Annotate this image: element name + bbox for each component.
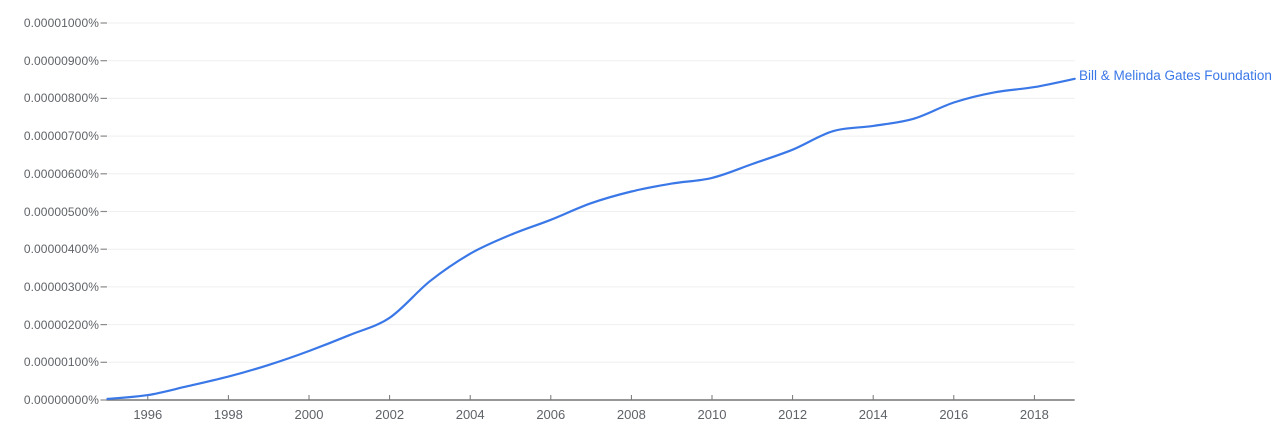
- series-lines: [106, 77, 1076, 400]
- x-axis-tick-label: 1998: [213, 407, 243, 422]
- x-axis-tick-label: 2006: [536, 407, 566, 422]
- x-axis-tick-label: 1996: [133, 407, 163, 422]
- x-axis-tick-label: 2008: [616, 407, 646, 422]
- y-axis-tick-label: 0.00000200%: [23, 317, 99, 332]
- x-axis-tick-label: 2010: [697, 407, 727, 422]
- x-axis-tick-label: 2004: [455, 407, 485, 422]
- series-line[interactable]: [106, 77, 1076, 400]
- gridlines: [107, 22, 1075, 363]
- y-axis-tick-label: 0.00000800%: [23, 91, 99, 106]
- y-axis-tick-label: 0.00000900%: [23, 53, 99, 68]
- x-axis-tick-label: 2014: [858, 407, 888, 422]
- y-axis-tick-label: 0.00000600%: [23, 166, 99, 181]
- y-axis-tick-label: 0.00000300%: [23, 279, 99, 294]
- x-axis-tick-label: 2016: [939, 407, 969, 422]
- x-axis-tick-label: 2002: [375, 407, 405, 422]
- y-axis-ticks: [100, 22, 107, 401]
- y-axis-tick-label: 0.00001000%: [23, 16, 99, 30]
- x-axis: [106, 395, 1075, 401]
- x-axis-tick-label: 2018: [1019, 407, 1049, 422]
- y-axis-tick-label: 0.00000400%: [23, 242, 99, 257]
- y-axis-tick-label: 0.00000100%: [23, 355, 99, 370]
- y-axis-tick-label: 0.00000500%: [23, 204, 99, 219]
- series-label[interactable]: Bill & Melinda Gates Foundation: [1079, 68, 1272, 83]
- y-axis-tick-label: 0.00000700%: [23, 129, 99, 144]
- y-axis-tick-label: 0.00000000%: [23, 393, 99, 407]
- x-axis-tick-label: 2012: [778, 407, 808, 422]
- x-axis-tick-label: 2000: [294, 407, 324, 422]
- y-axis-labels: 0.00001000% 0.00000900% 0.00000800% 0.00000…: [0, 0, 99, 432]
